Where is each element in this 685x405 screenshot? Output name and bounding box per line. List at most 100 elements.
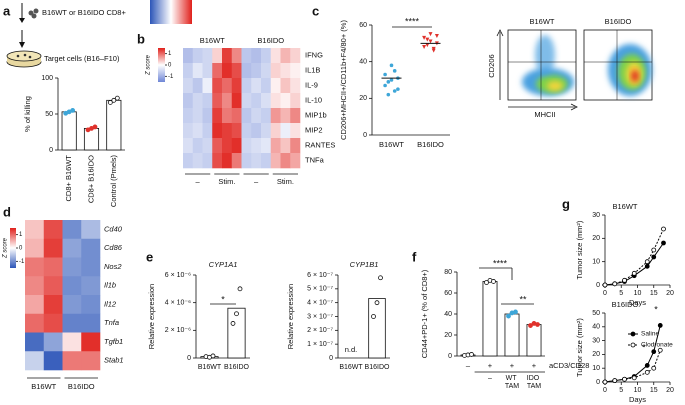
heatmap-cell: [25, 351, 45, 371]
data-point: [425, 37, 430, 42]
row-label: Tgfb1: [104, 337, 123, 346]
column-label: Stim.: [277, 177, 294, 186]
heatmap-cell: [25, 276, 45, 296]
x-tick-label: 5: [619, 387, 623, 394]
heatmap-cell: [251, 93, 262, 109]
x-tick-label: 10: [634, 387, 642, 394]
heatmap-cell: [192, 48, 203, 64]
bar: [526, 324, 542, 357]
data-point: [237, 286, 243, 292]
y-tick-label: 60: [359, 22, 367, 29]
y-tick-label: 10: [592, 365, 600, 372]
y-tick-label: 0: [187, 355, 191, 362]
x-tick-label: B16WT: [339, 364, 363, 371]
heatmap-cell: [81, 257, 101, 277]
heatmap-cell: [270, 63, 281, 79]
group-label: B16WT: [200, 36, 225, 45]
heatmap-cell: [261, 138, 272, 154]
data-point: [431, 48, 436, 53]
heatmap-cell: [212, 123, 223, 139]
heatmap-cell: [280, 48, 291, 64]
heatmap-cell: [81, 276, 101, 296]
bar: [227, 307, 246, 359]
heatmap-cell: [290, 93, 301, 109]
legend-marker: [630, 342, 636, 348]
heatmap-cell: [25, 295, 45, 315]
heatmap-cell: [212, 93, 223, 109]
data-point: [392, 69, 397, 73]
y-tick-label: 4 × 10⁻⁶: [165, 300, 191, 307]
x-tick-label: +: [488, 361, 493, 370]
data-point: [612, 281, 618, 287]
axis-arrow: [496, 29, 504, 100]
heatmap-cell: [25, 332, 45, 352]
heatmap-cell: [212, 108, 223, 124]
heatmap-cell: [43, 332, 63, 352]
heatmap-cell: [231, 63, 242, 79]
heatmap-cell: [280, 93, 291, 109]
y-tick-label: 3 × 10⁻⁷: [307, 313, 333, 320]
bar: [61, 111, 77, 151]
heatmap-cell: [183, 153, 194, 169]
data-point: [469, 352, 474, 357]
row-label: MIP2: [305, 125, 323, 134]
data-point: [434, 34, 439, 38]
colorbar-label: Z score: [146, 54, 152, 76]
data-point: [392, 89, 397, 93]
heatmap-cell: [202, 123, 213, 139]
heatmap-cell: [290, 78, 301, 94]
panel-label: g: [562, 196, 570, 211]
y-tick-label: 6 × 10⁻⁷: [307, 272, 333, 279]
data-point: [535, 322, 540, 327]
value-label: n.d.: [345, 345, 358, 354]
flow-title: B16WT: [529, 17, 554, 26]
heatmap-cell: [62, 276, 82, 296]
y-tick-label: 100: [41, 75, 53, 82]
heatmap-cell: [183, 48, 194, 64]
row-label: TNFa: [305, 155, 325, 164]
heatmap-cell: [261, 123, 272, 139]
heatmap-cell: [261, 78, 272, 94]
flow-title: B16IDO: [605, 17, 632, 26]
data-point: [484, 280, 489, 285]
heatmap-cell: [192, 108, 203, 124]
data-point: [602, 379, 608, 385]
y-tick-label: 30: [592, 337, 600, 344]
row-label: Tnfa: [104, 318, 119, 327]
x-tick-label: –: [466, 361, 471, 370]
data-point: [374, 300, 380, 306]
heatmap-cell: [183, 123, 194, 139]
row-label: Stab1: [104, 356, 124, 365]
heatmap-cell: [251, 108, 262, 124]
annotation: **: [519, 294, 527, 304]
y-axis-label: Tumor size (mm²): [575, 220, 584, 279]
data-point: [389, 78, 394, 82]
heatmap-cell: [212, 153, 223, 169]
heatmap-cell: [43, 276, 63, 296]
y-tick-label: 2 × 10⁻⁶: [165, 327, 191, 334]
heatmap-cell: [251, 78, 262, 94]
heatmap-cell: [62, 351, 82, 371]
heatmap-cell: [62, 220, 82, 240]
color-strip: [150, 0, 192, 24]
heatmap-cell: [231, 48, 242, 64]
y-axis-label: CD44+PD-1+ (% of CD8+): [420, 269, 429, 358]
y-tick-label: 10: [592, 259, 600, 266]
data-point: [651, 247, 657, 253]
data-point: [644, 263, 650, 269]
annotation: ****: [493, 258, 508, 268]
data-point: [234, 311, 239, 317]
data-point: [70, 108, 76, 113]
y-tick-label: 60: [444, 290, 452, 297]
heatmap-cell: [192, 153, 203, 169]
heatmap-cell: [183, 138, 194, 154]
heatmap-cell: [241, 153, 252, 169]
heatmap-cell: [251, 138, 262, 154]
data-point: [422, 45, 427, 49]
x-tick-label: 15: [650, 387, 658, 394]
y-tick-label: 6 × 10⁻⁶: [165, 272, 191, 279]
y-axis-label: % of killing: [23, 96, 32, 132]
group-label: B16IDO: [68, 382, 95, 391]
axis-arrow: [508, 103, 578, 111]
heatmap-cell: [280, 108, 291, 124]
